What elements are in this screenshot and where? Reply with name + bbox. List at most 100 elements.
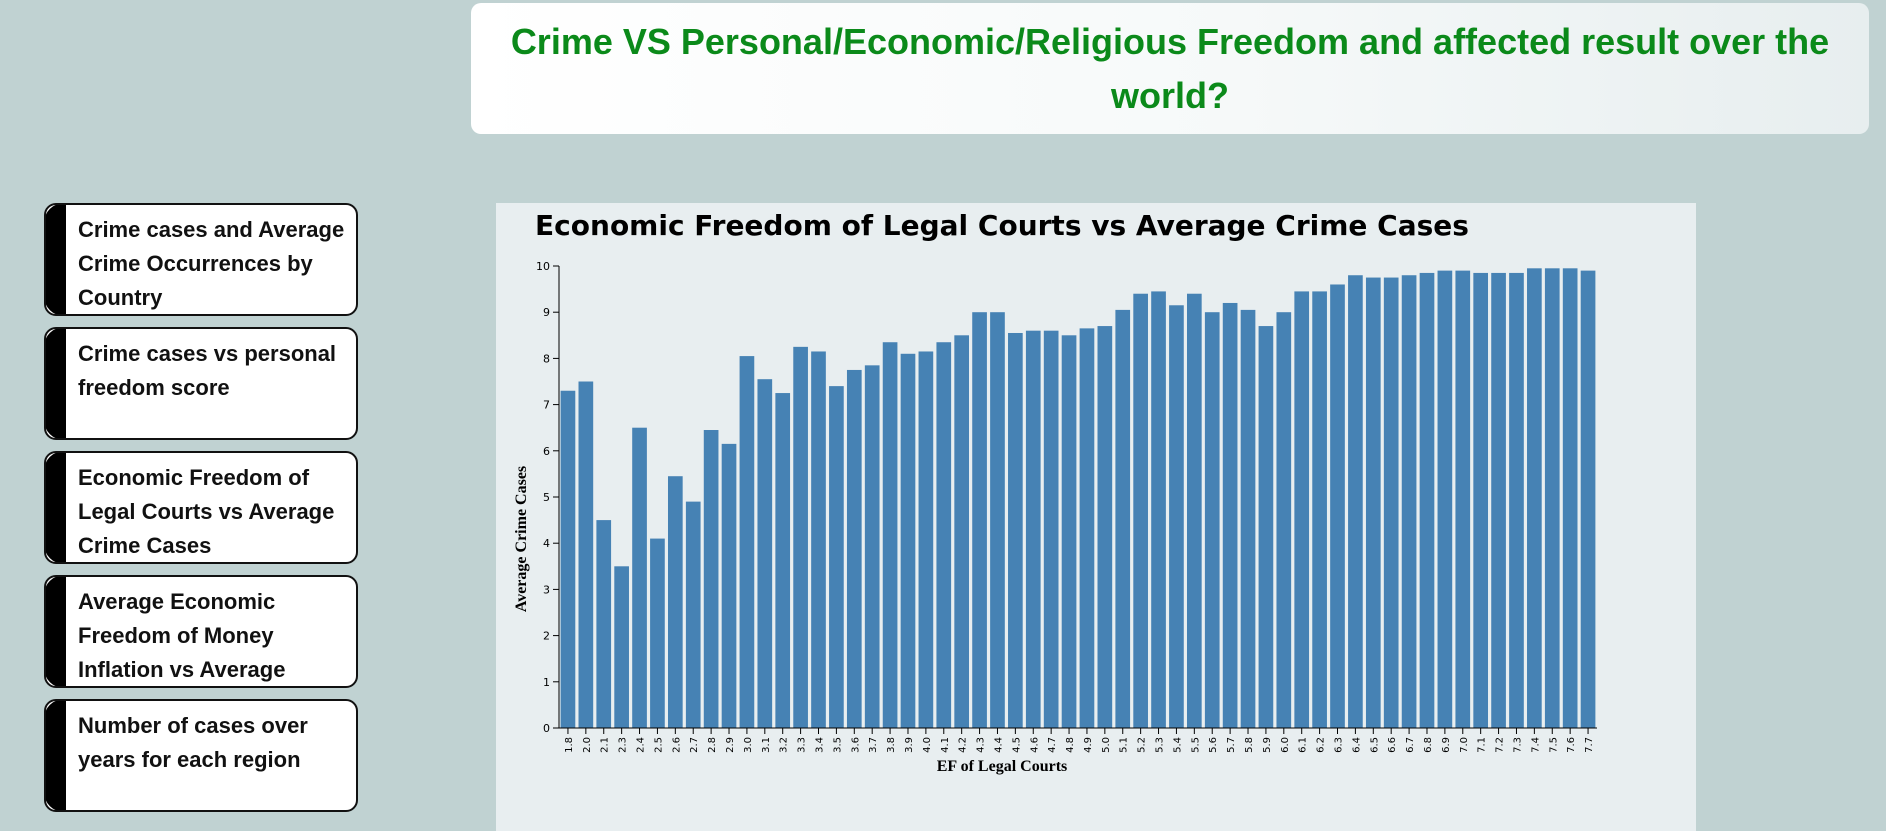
bar (1008, 332, 1023, 728)
bar (829, 386, 844, 728)
bar (1276, 312, 1292, 728)
bar (1312, 291, 1327, 728)
x-axis: 1.8 2.0 2.1 2.3 2.4 2.5 2.6 2.7 2.8 2.9 3.0 3.1 3.2 3… (559, 727, 1597, 753)
x-tick-label: 3.7 (868, 737, 879, 753)
x-tick-label: 7.6 (1566, 737, 1577, 753)
y-tick-label: 8 (543, 352, 550, 365)
x-tick-label: 4.6 (1029, 737, 1040, 753)
bar (703, 430, 719, 728)
bar (1437, 270, 1453, 728)
bar (793, 346, 808, 728)
x-tick-label: 5.3 (1155, 737, 1166, 753)
x-tick-label: 7.0 (1459, 737, 1470, 753)
x-tick-label: 4.2 (958, 737, 969, 753)
bar (632, 427, 647, 728)
y-tick-label: 5 (543, 491, 550, 504)
nav-item-label: Average Economic Freedom of Money Inflat… (78, 589, 286, 682)
bar (1348, 275, 1363, 728)
x-tick-label: 3.8 (886, 737, 897, 753)
y-tick-label: 4 (543, 537, 550, 550)
bar (1025, 330, 1041, 728)
nav-item-label: Economic Freedom of Legal Courts vs Aver… (78, 465, 335, 558)
bar (560, 390, 576, 728)
x-tick-label: 5.1 (1119, 737, 1130, 753)
x-tick-label: 6.2 (1316, 737, 1327, 753)
bar (846, 369, 862, 728)
x-tick-label: 4.1 (940, 737, 951, 753)
x-tick-label: 3.9 (904, 737, 915, 753)
nav-item-label: Crime cases and Average Crime Occurrence… (78, 217, 345, 310)
x-tick-label: 6.0 (1280, 737, 1291, 753)
x-tick-label: 4.4 (993, 737, 1004, 753)
nav-item-accent (46, 205, 66, 314)
header-banner: Crime VS Personal/Economic/Religious Fre… (471, 3, 1869, 134)
bar (721, 443, 737, 728)
x-tick-label: 1.8 (564, 737, 575, 753)
bar (864, 365, 880, 728)
bar (1580, 270, 1596, 728)
x-tick-label: 3.5 (832, 737, 843, 753)
bar (775, 393, 791, 728)
nav-item-accent (46, 577, 66, 686)
x-tick-label: 6.1 (1298, 737, 1309, 753)
bar (1151, 291, 1166, 728)
x-tick-label: 2.7 (689, 737, 700, 753)
chart-title: Economic Freedom of Legal Courts vs Aver… (535, 209, 1469, 242)
nav-item-label: Crime cases vs personal freedom score (78, 341, 337, 400)
x-tick-label: 6.8 (1423, 737, 1434, 753)
bar (1509, 272, 1524, 728)
bar (1133, 293, 1148, 728)
nav-item-cases-by-region[interactable]: Number of cases over years for each regi… (44, 699, 358, 812)
nav-item-money-inflation[interactable]: Average Economic Freedom of Money Inflat… (44, 575, 358, 688)
x-tick-label: 6.6 (1387, 737, 1398, 753)
bar (685, 501, 701, 728)
nav-item-accent (46, 701, 66, 810)
bar (972, 312, 987, 728)
y-tick-label: 9 (543, 306, 550, 319)
x-tick-label: 7.7 (1584, 737, 1595, 753)
nav-item-legal-courts[interactable]: Economic Freedom of Legal Courts vs Aver… (44, 451, 358, 564)
x-tick-label: 2.5 (653, 737, 664, 753)
bar (1043, 330, 1059, 728)
x-tick-label: 7.2 (1495, 737, 1506, 753)
nav-item-personal-freedom[interactable]: Crime cases vs personal freedom score (44, 327, 358, 440)
nav-item-label: Number of cases over years for each regi… (78, 713, 308, 772)
bar (900, 353, 916, 728)
bar (1115, 309, 1131, 728)
x-tick-label: 5.9 (1262, 737, 1273, 753)
bar (667, 476, 683, 728)
x-tick-label: 5.2 (1137, 737, 1148, 753)
x-tick-label: 3.0 (743, 737, 754, 753)
x-tick-label: 3.4 (815, 737, 826, 753)
bar (954, 335, 970, 728)
bar (1186, 293, 1202, 728)
bar (1401, 275, 1417, 728)
x-tick-label: 4.5 (1011, 737, 1022, 753)
bar (1455, 270, 1471, 728)
bars-group (560, 268, 1596, 728)
x-tick-label: 6.3 (1334, 737, 1345, 753)
x-tick-label: 5.7 (1226, 737, 1237, 753)
x-axis-label: EF of Legal Courts (937, 758, 1068, 775)
bar (1240, 309, 1256, 728)
bar (596, 520, 612, 728)
nav-item-accent (46, 329, 66, 438)
nav-item-crime-by-country[interactable]: Crime cases and Average Crime Occurrence… (44, 203, 358, 316)
bar (918, 351, 934, 728)
y-tick-label: 6 (543, 445, 550, 458)
bar (1222, 302, 1238, 728)
x-tick-label: 4.7 (1047, 737, 1058, 753)
bar (650, 538, 665, 728)
x-tick-label: 2.3 (618, 737, 629, 753)
bar (1258, 326, 1274, 728)
page-title: Crime VS Personal/Economic/Religious Fre… (510, 20, 1830, 116)
x-tick-label: 6.4 (1351, 737, 1362, 753)
bar (1330, 284, 1345, 728)
x-tick-label: 3.6 (850, 737, 861, 753)
bar (1079, 328, 1095, 728)
x-tick-label: 2.6 (671, 737, 682, 753)
x-tick-label: 6.7 (1405, 737, 1416, 753)
x-tick-label: 4.3 (976, 737, 987, 753)
x-tick-label: 5.5 (1190, 737, 1201, 753)
bar (578, 381, 594, 728)
